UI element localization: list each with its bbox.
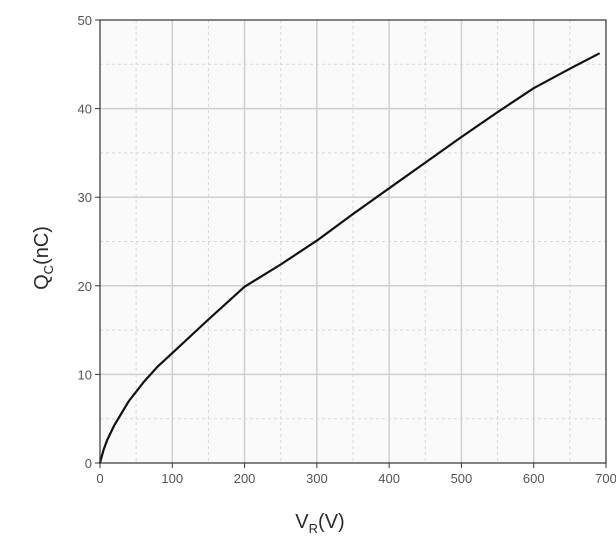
x-tick-label: 700 [595, 471, 616, 486]
x-axis-title: VR(V) [295, 511, 344, 536]
x-tick-label: 300 [306, 471, 328, 486]
x-axis-title-main: V [295, 511, 309, 533]
y-ticks: 0 10 20 30 40 50 [78, 13, 100, 471]
x-axis-title-unit: (V) [318, 511, 345, 533]
y-tick-label: 0 [85, 456, 92, 471]
grid [100, 20, 606, 463]
series-line [98, 52, 600, 465]
x-tick-label: 400 [378, 471, 400, 486]
y-tick-label: 20 [78, 279, 92, 294]
y-axis-title: QC(nC) [31, 226, 56, 290]
y-axis-title-unit: (nC) [31, 226, 53, 265]
x-tick-label: 100 [161, 471, 183, 486]
plot-frame [99, 19, 607, 464]
y-axis-title-main: Q [31, 274, 53, 290]
x-tick-label: 0 [96, 471, 103, 486]
y-axis-title-sub: C [41, 265, 56, 274]
x-tick-label: 600 [523, 471, 545, 486]
x-ticks: 0 100 200 300 400 500 600 700 [96, 463, 616, 486]
x-tick-label: 500 [451, 471, 473, 486]
y-tick-label: 30 [78, 190, 92, 205]
series-layer [98, 52, 600, 465]
y-tick-label: 50 [78, 13, 92, 28]
x-axis-title-sub: R [309, 521, 318, 536]
y-tick-label: 10 [78, 367, 92, 382]
y-tick-label: 40 [78, 102, 92, 117]
x-tick-label: 200 [234, 471, 256, 486]
